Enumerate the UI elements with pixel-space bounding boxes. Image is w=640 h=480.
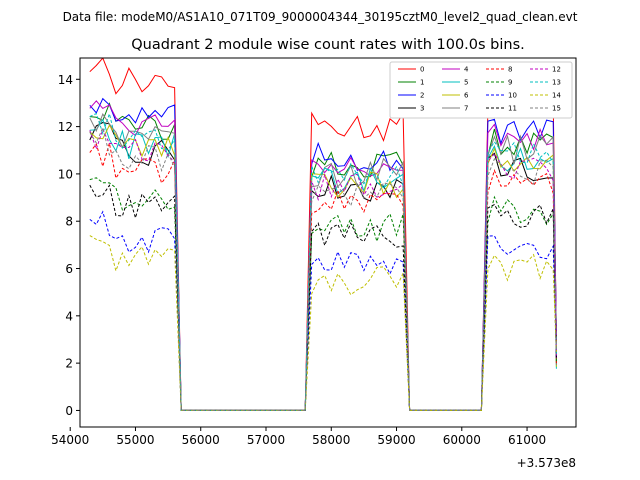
legend-label-0: 0 — [420, 66, 424, 74]
series-line-5 — [89, 118, 557, 411]
series-line-10 — [89, 210, 557, 411]
y-tick-label: 6 — [65, 262, 73, 276]
x-tick-label: 54000 — [51, 433, 89, 447]
y-tick-label: 10 — [58, 167, 73, 181]
x-tick-label: 58000 — [312, 433, 350, 447]
legend-label-5: 5 — [464, 79, 468, 87]
y-tick-label: 12 — [58, 120, 73, 134]
series-line-15 — [89, 126, 557, 411]
y-tick-label: 2 — [65, 357, 73, 371]
legend-label-1: 1 — [420, 79, 424, 87]
legend-label-7: 7 — [464, 105, 468, 113]
legend-label-4: 4 — [464, 66, 469, 74]
series-line-14 — [89, 235, 557, 411]
x-tick-label: 61000 — [508, 433, 546, 447]
legend-frame — [389, 61, 573, 119]
y-tick-label: 0 — [65, 404, 73, 418]
figure-suptitle: Data file: modeM0/AS1A10_071T09_90000043… — [63, 10, 578, 24]
y-tick-label: 8 — [65, 215, 73, 229]
series-layer — [89, 58, 557, 411]
legend-label-6: 6 — [464, 92, 469, 100]
legend-label-11: 11 — [508, 105, 517, 113]
legend-label-3: 3 — [420, 105, 424, 113]
x-offset-label: +3.573e8 — [517, 456, 576, 470]
legend-label-9: 9 — [508, 79, 512, 87]
legend-label-14: 14 — [552, 92, 561, 100]
y-axis: 0 2 4 6 8 10 12 14 — [58, 73, 80, 418]
legend-label-13: 13 — [552, 79, 561, 87]
x-tick-label: 59000 — [377, 433, 415, 447]
x-tick-label: 60000 — [443, 433, 481, 447]
chart-title: Quadrant 2 module wise count rates with … — [131, 37, 525, 53]
legend-label-8: 8 — [508, 66, 512, 74]
x-axis: 54000 55000 56000 57000 58000 59000 60000 61000 — [51, 427, 546, 447]
x-tick-label: 55000 — [116, 433, 154, 447]
series-line-9 — [89, 177, 557, 411]
legend-label-15: 15 — [552, 105, 561, 113]
series-line-13 — [89, 111, 557, 411]
legend-label-10: 10 — [508, 92, 517, 100]
legend-label-12: 12 — [552, 66, 561, 74]
x-tick-label: 56000 — [182, 433, 220, 447]
series-line-4 — [89, 100, 557, 411]
legend-label-2: 2 — [420, 92, 424, 100]
series-line-2 — [89, 97, 557, 411]
y-tick-label: 14 — [58, 73, 73, 87]
x-tick-label: 57000 — [247, 433, 285, 447]
series-line-8 — [89, 142, 557, 411]
series-line-11 — [89, 184, 557, 411]
plot-frame — [79, 57, 577, 428]
y-tick-label: 4 — [65, 309, 73, 323]
series-line-12 — [89, 128, 557, 411]
